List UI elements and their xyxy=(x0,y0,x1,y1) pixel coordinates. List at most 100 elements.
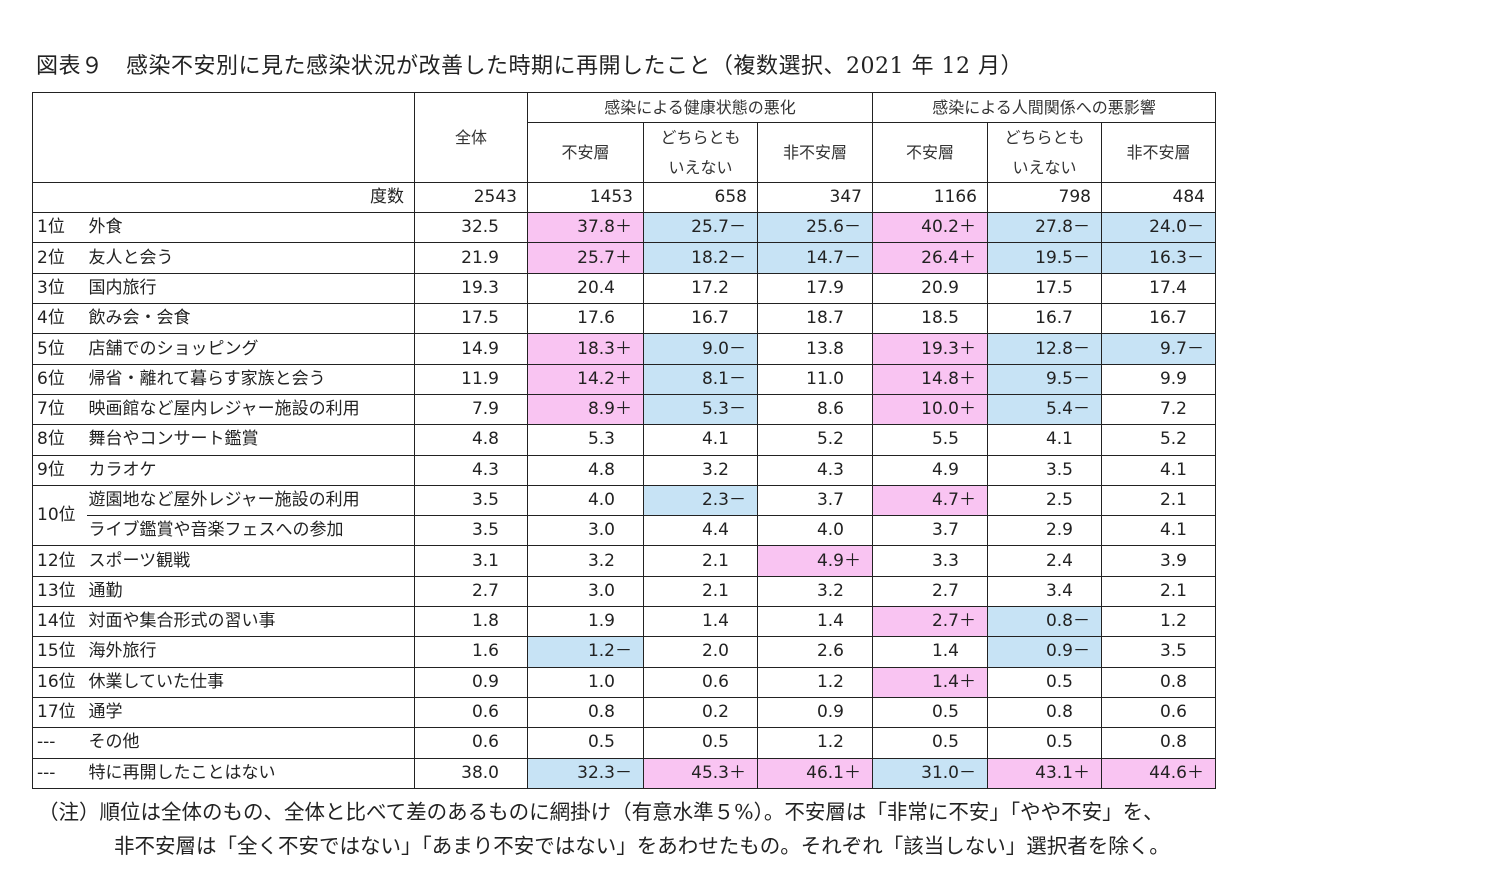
cell-value: 8.9 xyxy=(587,399,615,420)
rank-cell: 1位 xyxy=(32,212,87,244)
cell-value: 5.2 xyxy=(1159,429,1187,450)
header-group-relations: 感染による人間関係への悪影響 xyxy=(872,91,1216,124)
value-cell: 2.1 xyxy=(1101,484,1216,517)
significance-mark: － xyxy=(729,399,746,420)
significance-mark: － xyxy=(729,368,746,389)
rank-cell: 2位 xyxy=(32,242,87,274)
value-cell: 20.4 xyxy=(527,272,644,305)
total-cell: 3.5 xyxy=(414,515,528,547)
value-cell: 4.3 xyxy=(757,454,873,486)
value-cell: 44.6＋ xyxy=(1101,757,1216,789)
cell-value: 3.3 xyxy=(931,550,959,571)
table-row: 4位 飲み会・会食 17.5 17.6 16.7 18.7 18.5 16.7 16.7 xyxy=(32,303,1216,335)
total-cell: 14.9 xyxy=(414,333,528,365)
value-cell: 5.3 xyxy=(527,424,644,456)
table-row: 16位 休業していた仕事 0.9 1.0 0.6 1.2 1.4＋ 0.5 0.8 xyxy=(32,666,1216,698)
value-cell: 9.7－ xyxy=(1101,333,1216,365)
significance-mark: － xyxy=(729,338,746,359)
significance-mark: － xyxy=(1073,217,1090,238)
value-cell: 31.0－ xyxy=(872,757,988,789)
header-anxious-2: 不安層 xyxy=(872,122,988,183)
cell-value: 3.5 xyxy=(1159,641,1187,662)
value-cell: 24.0－ xyxy=(1101,212,1216,244)
value-cell: 25.7－ xyxy=(643,212,758,244)
cell-value: 0.8 xyxy=(1045,702,1073,723)
cell-value: 1.2 xyxy=(816,671,844,692)
item-cell: カラオケ xyxy=(86,454,415,486)
value-cell: 25.7＋ xyxy=(527,242,644,274)
total-value: 19.3 xyxy=(461,277,499,298)
cell-value: 2.3 xyxy=(701,490,729,510)
table-row: 17位 通学 0.6 0.8 0.2 0.9 0.5 0.8 0.6 xyxy=(32,696,1216,729)
cell-value: 1.4 xyxy=(931,671,959,692)
value-cell: 18.3＋ xyxy=(527,333,644,365)
significance-mark: ＋ xyxy=(959,611,976,632)
results-table: 全体 感染による健康状態の悪化 感染による人間関係への悪影響 不安層 どちらとも… xyxy=(32,91,1216,789)
total-value: 3.5 xyxy=(471,520,499,541)
value-cell: 37.8＋ xyxy=(527,212,644,244)
significance-mark: ＋ xyxy=(959,217,976,238)
cell-value: 4.3 xyxy=(816,459,844,480)
cell-value: 17.6 xyxy=(577,308,615,329)
cell-value: 2.1 xyxy=(701,580,729,601)
value-cell: 25.6－ xyxy=(757,212,873,244)
cell-value: 0.9 xyxy=(1045,641,1073,662)
significance-mark: － xyxy=(729,217,746,238)
value-cell: 0.8 xyxy=(527,696,644,729)
total-value: 2.7 xyxy=(471,580,499,601)
header-not-anxious-1: 非不安層 xyxy=(757,122,873,183)
cell-value: 3.0 xyxy=(587,580,615,601)
significance-mark: － xyxy=(1187,247,1204,268)
significance-mark: ＋ xyxy=(959,247,976,268)
value-cell: 1.2 xyxy=(1101,606,1216,638)
cell-value: 0.8 xyxy=(1159,732,1187,753)
cell-value: 46.1 xyxy=(806,762,844,783)
value-cell: 2.5 xyxy=(987,484,1102,517)
value-cell: 2.7 xyxy=(872,575,988,608)
total-cell: 0.6 xyxy=(414,727,528,759)
value-cell: 3.3 xyxy=(872,545,988,577)
item-cell: 休業していた仕事 xyxy=(86,666,415,698)
total-value: 7.9 xyxy=(471,399,499,420)
significance-mark: － xyxy=(844,217,861,238)
value-cell: 1.4＋ xyxy=(872,666,988,698)
cell-value: 19.5 xyxy=(1035,247,1073,268)
value-cell: 3.0 xyxy=(527,515,644,547)
value-cell: 7.2 xyxy=(1101,393,1216,426)
cell-value: 4.4 xyxy=(701,520,729,541)
value-cell: 1.9 xyxy=(527,606,644,638)
significance-mark: － xyxy=(1073,368,1090,389)
cell-value: 17.2 xyxy=(691,277,729,298)
value-cell: 32.3－ xyxy=(527,757,644,789)
value-cell: 4.8 xyxy=(527,454,644,486)
cell-value: 2.4 xyxy=(1045,550,1073,571)
header-neutral-1-top: どちらとも xyxy=(643,122,758,153)
significance-mark: － xyxy=(729,247,746,268)
cell-value: 14.8 xyxy=(921,368,959,389)
table-row: 9位 カラオケ 4.3 4.8 3.2 4.3 4.9 3.5 4.1 xyxy=(32,454,1216,486)
value-cell: 4.1 xyxy=(1101,515,1216,547)
cell-value: 5.5 xyxy=(931,429,959,450)
footnote-line-2: 非不安層は「全く不安ではない」「あまり不安ではない」をあわせたもの。それぞれ「該… xyxy=(114,834,1170,858)
total-cell: 3.1 xyxy=(414,545,528,577)
value-cell: 26.4＋ xyxy=(872,242,988,274)
total-cell: 32.5 xyxy=(414,212,528,244)
value-cell: 17.2 xyxy=(643,272,758,305)
cell-value: 0.8 xyxy=(1045,611,1073,632)
cell-value: 1.4 xyxy=(701,611,729,632)
value-cell: 3.9 xyxy=(1101,545,1216,577)
value-cell: 16.3－ xyxy=(1101,242,1216,274)
value-cell: 5.2 xyxy=(1101,424,1216,456)
cell-value: 0.5 xyxy=(931,732,959,753)
total-value: 17.5 xyxy=(461,308,499,329)
value-cell: 27.8－ xyxy=(987,212,1102,244)
cell-value: 14.2 xyxy=(577,368,615,389)
cell-value: 4.7 xyxy=(931,490,959,510)
significance-mark: ＋ xyxy=(615,338,632,359)
table-row: 6位 帰省・離れて暮らす家族と会う 11.9 14.2＋ 8.1－ 11.0 14.8＋ 9.… xyxy=(32,363,1216,395)
cell-value: 16.7 xyxy=(1149,308,1187,329)
cell-value: 1.2 xyxy=(816,732,844,753)
value-cell: 0.2 xyxy=(643,696,758,729)
significance-mark: － xyxy=(1073,611,1090,632)
total-value: 21.9 xyxy=(461,247,499,268)
